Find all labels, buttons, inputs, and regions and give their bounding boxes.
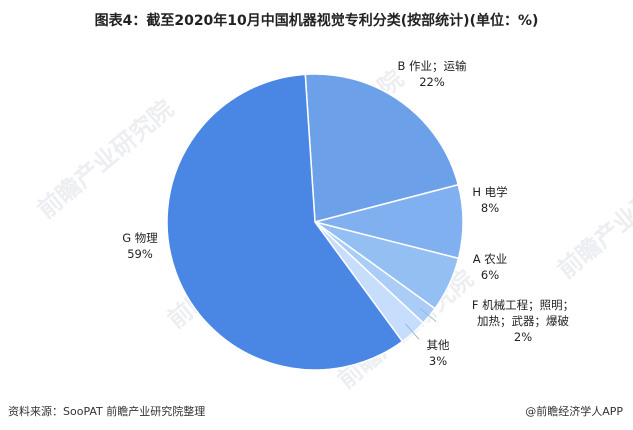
- slice-label-line: G 物理: [122, 231, 158, 245]
- slice-label-line: 59%: [127, 247, 153, 261]
- credit-note: @前瞻经济学人APP: [525, 405, 623, 418]
- leader-line: [419, 308, 437, 322]
- slice-label-line: B 作业；运输: [397, 59, 467, 73]
- slice-label: G 物理 59%: [122, 231, 158, 261]
- slice-label: H 电学 8%: [472, 185, 507, 215]
- slice-label: F 机械工程；照明； 加热；武器；爆破 2%: [472, 298, 574, 344]
- slice-label-line: A 农业: [473, 252, 508, 266]
- pie-slices: [166, 73, 464, 371]
- slice-label: B 作业；运输 22%: [397, 59, 467, 89]
- slice-label-line: 加热；武器；爆破: [477, 314, 569, 328]
- leader-line: [405, 323, 420, 340]
- slice-label-line: 6%: [481, 268, 499, 282]
- slice-label-line: H 电学: [472, 185, 507, 199]
- pie-slice: [166, 73, 404, 371]
- source-note: 资料来源：SooPAT 前瞻产业研究院整理: [8, 405, 206, 418]
- pie-labels: B 作业；运输 22% H 电学 8% A 农业 6% F 机械工程；照明； 加热；武器；爆破…: [122, 59, 574, 368]
- slice-label-line: 其他: [427, 338, 450, 352]
- slice-label: 其他 3%: [427, 338, 450, 368]
- slice-label-line: 2%: [514, 330, 532, 344]
- slice-label-line: F 机械工程；照明；: [472, 298, 574, 312]
- slice-label: A 农业 6%: [473, 252, 508, 282]
- pie-slice: [304, 73, 460, 223]
- chart-title: 图表4：截至2020年10月中国机器视觉专利分类(按部统计)(单位：%): [94, 13, 539, 29]
- slice-label-line: 8%: [481, 201, 499, 215]
- slice-label-line: 3%: [429, 354, 447, 368]
- slice-label-line: 22%: [419, 75, 445, 89]
